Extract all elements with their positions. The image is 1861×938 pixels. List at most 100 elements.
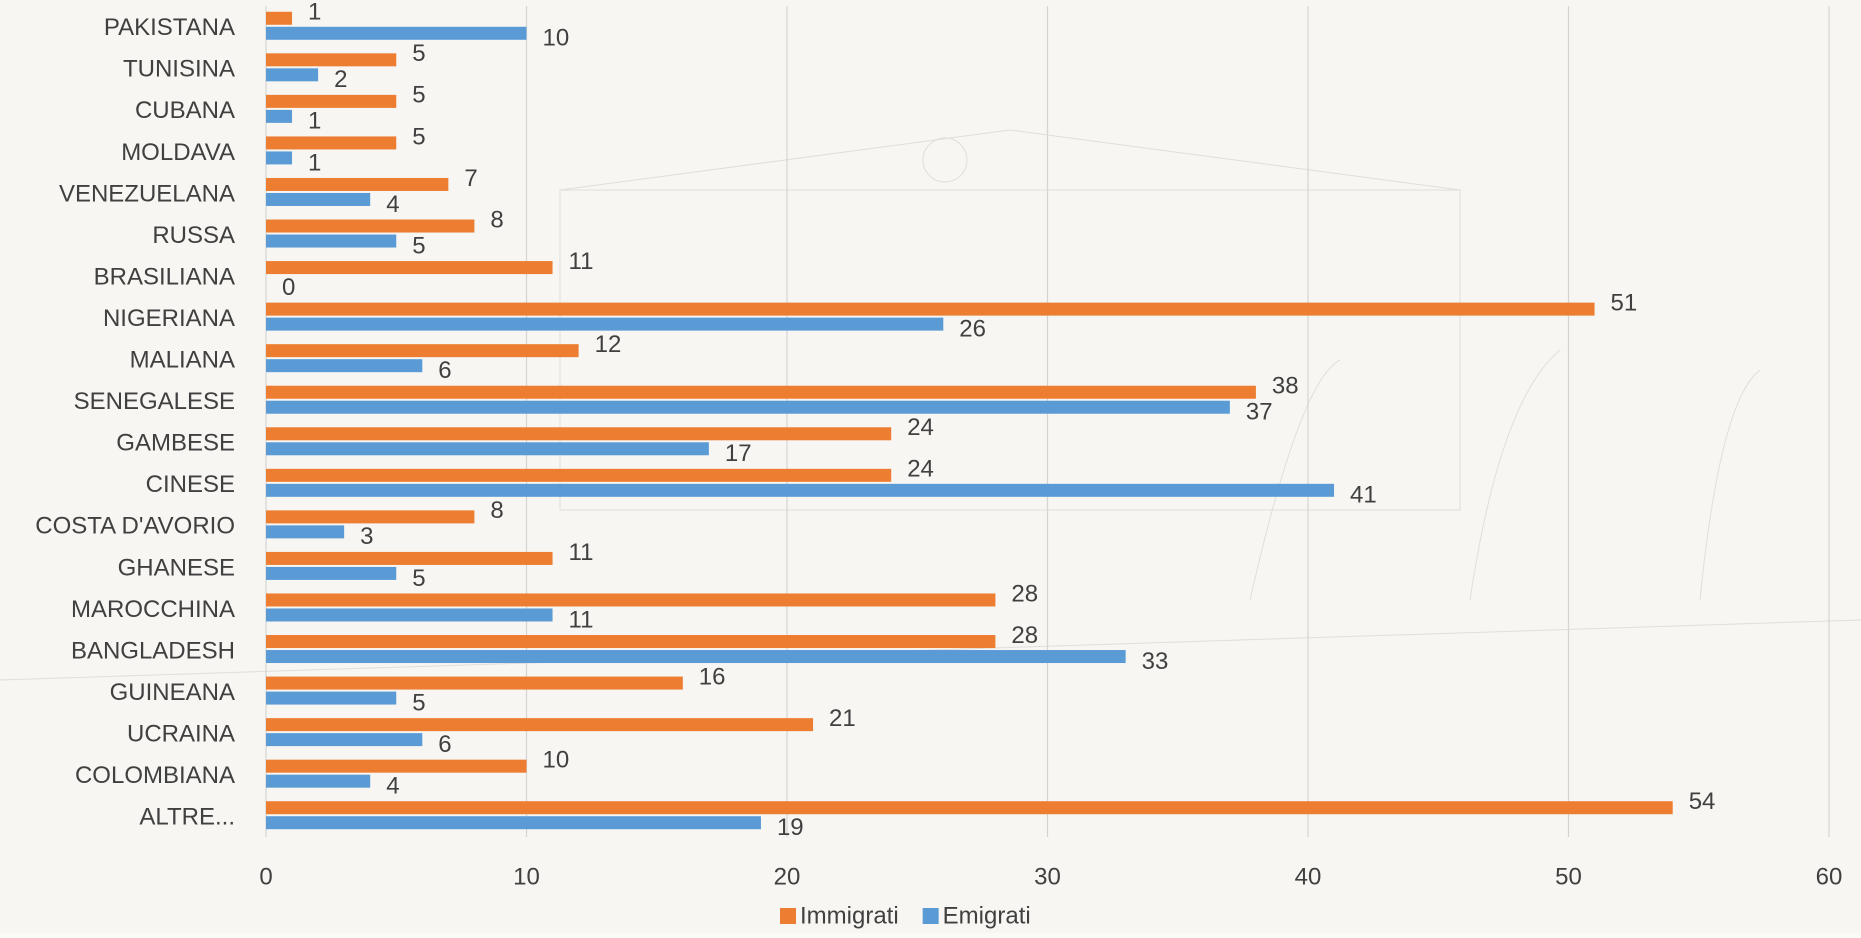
data-label: 5 <box>412 689 425 716</box>
data-label: 1 <box>308 0 321 26</box>
y-tick-label: CINESE <box>146 471 235 498</box>
bar <box>266 816 761 830</box>
bar <box>266 219 475 233</box>
y-tick-label: ALTRE... <box>139 804 235 831</box>
bar <box>266 566 397 580</box>
data-label: 37 <box>1246 399 1273 426</box>
bar <box>266 400 1230 414</box>
bar <box>266 733 423 747</box>
data-label: 17 <box>725 440 752 467</box>
bar <box>266 261 553 275</box>
bar <box>266 359 423 373</box>
legend-swatch <box>780 908 796 924</box>
data-label: 5 <box>412 565 425 592</box>
bar <box>266 317 944 331</box>
y-tick-label: RUSSA <box>152 222 235 249</box>
bar <box>266 234 397 248</box>
bar <box>266 11 293 25</box>
bar <box>266 759 527 773</box>
bar <box>266 344 579 358</box>
y-tick-label: SENEGALESE <box>74 388 235 415</box>
y-tick-label: VENEZUELANA <box>59 180 235 207</box>
data-label: 1 <box>308 108 321 135</box>
bar <box>266 525 345 539</box>
grid <box>265 6 1830 837</box>
data-label: 8 <box>490 206 503 233</box>
data-label: 6 <box>438 731 451 758</box>
data-label: 54 <box>1689 788 1716 815</box>
y-tick-label: UCRAINA <box>127 720 235 747</box>
bar <box>266 468 892 482</box>
data-label: 19 <box>777 814 804 841</box>
data-label: 51 <box>1611 289 1638 316</box>
legend-label: Immigrati <box>800 902 899 929</box>
data-label: 21 <box>829 705 856 732</box>
x-tick-label: 10 <box>513 863 540 890</box>
y-tick-label: MALIANA <box>130 347 235 374</box>
y-tick-label: CUBANA <box>135 97 235 124</box>
data-label: 4 <box>386 191 399 218</box>
y-tick-label: GAMBESE <box>116 430 235 457</box>
legend: Immigrati Emigrati <box>780 902 1031 929</box>
bar <box>266 718 814 732</box>
bar <box>266 593 996 607</box>
data-label: 28 <box>1011 622 1038 649</box>
data-label: 5 <box>412 123 425 150</box>
data-label: 24 <box>907 414 934 441</box>
y-tick-label: PAKISTANA <box>104 14 235 41</box>
data-label: 12 <box>595 331 622 358</box>
bar <box>266 510 475 524</box>
bar <box>266 691 397 705</box>
data-label: 3 <box>360 523 373 550</box>
y-tick-label: GUINEANA <box>110 679 235 706</box>
bar <box>266 302 1595 316</box>
data-label: 5 <box>412 82 425 109</box>
data-label: 10 <box>543 747 570 774</box>
legend-label: Emigrati <box>943 902 1031 929</box>
bar <box>266 177 449 191</box>
data-label: 41 <box>1350 482 1377 509</box>
bar <box>266 53 397 67</box>
bar <box>266 676 683 690</box>
data-label: 11 <box>569 248 594 275</box>
data-label: 2 <box>334 66 347 93</box>
y-tick-label: TUNISINA <box>123 56 235 83</box>
data-label: 11 <box>569 539 594 566</box>
data-label: 38 <box>1272 373 1299 400</box>
data-label: 11 <box>569 606 594 633</box>
bar <box>266 483 1335 497</box>
x-tick-label: 50 <box>1555 863 1582 890</box>
bar <box>266 551 553 565</box>
bar <box>266 427 892 441</box>
data-label: 16 <box>699 663 726 690</box>
bar <box>266 635 996 649</box>
data-label: 4 <box>386 773 399 800</box>
bar <box>266 774 371 788</box>
data-label: 33 <box>1142 648 1169 675</box>
y-tick-label: BRASILIANA <box>94 263 235 290</box>
y-tick-label: MAROCCHINA <box>71 596 235 623</box>
x-tick-label: 40 <box>1295 863 1322 890</box>
x-tick-label: 60 <box>1816 863 1843 890</box>
data-label: 7 <box>464 165 477 192</box>
x-tick-label: 0 <box>259 863 272 890</box>
bar <box>266 109 293 123</box>
bar <box>266 801 1673 815</box>
x-tick-label: 20 <box>774 863 801 890</box>
bar <box>266 442 709 456</box>
y-tick-label: MOLDAVA <box>121 139 235 166</box>
data-label: 28 <box>1011 580 1038 607</box>
data-label: 24 <box>907 456 934 483</box>
y-tick-label: BANGLADESH <box>71 637 235 664</box>
y-tick-label: COLOMBIANA <box>75 762 235 789</box>
bar <box>266 608 553 622</box>
x-tick-label: 30 <box>1034 863 1061 890</box>
bar <box>266 650 1126 664</box>
bar <box>266 26 527 40</box>
data-label: 10 <box>543 25 570 52</box>
bar <box>266 94 397 108</box>
data-label: 8 <box>490 497 503 524</box>
data-label: 5 <box>412 232 425 259</box>
bar <box>266 136 397 150</box>
